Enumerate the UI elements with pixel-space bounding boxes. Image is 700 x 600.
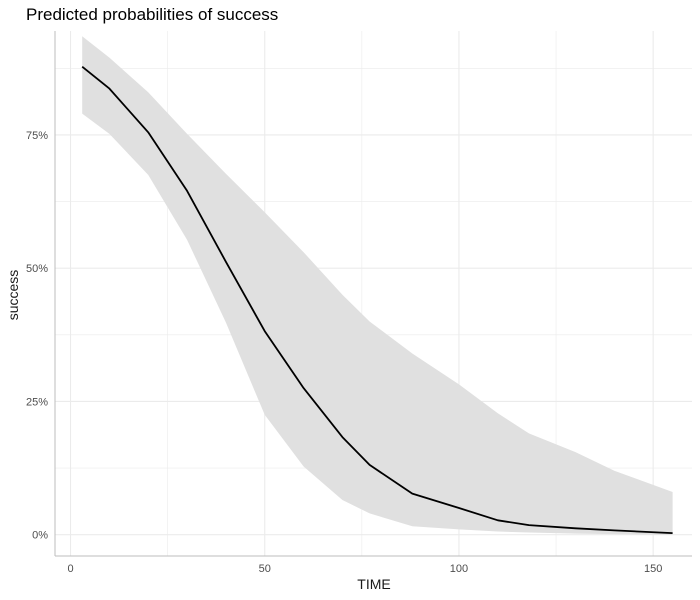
y-axis-title: success <box>5 270 21 321</box>
prediction-line-layer <box>81 65 673 534</box>
x-axis-title: TIME <box>357 576 390 592</box>
y-tick-label: 0% <box>32 530 48 542</box>
prediction-line <box>81 65 673 534</box>
axes <box>54 31 692 557</box>
x-tick-label: 100 <box>450 563 468 575</box>
tick-labels: 0 50 100 150 0% 25% 50% 75% <box>26 130 662 575</box>
x-tick-label: 150 <box>644 563 662 575</box>
y-tick-label: 25% <box>26 396 48 408</box>
chart-title: Predicted probabilities of success <box>26 5 279 24</box>
y-tick-label: 75% <box>26 130 48 142</box>
confidence-band-layer <box>82 36 673 535</box>
x-tick-label: 0 <box>67 563 73 575</box>
confidence-band <box>82 36 673 535</box>
y-tick-label: 50% <box>26 263 48 275</box>
x-tick-label: 50 <box>259 563 271 575</box>
